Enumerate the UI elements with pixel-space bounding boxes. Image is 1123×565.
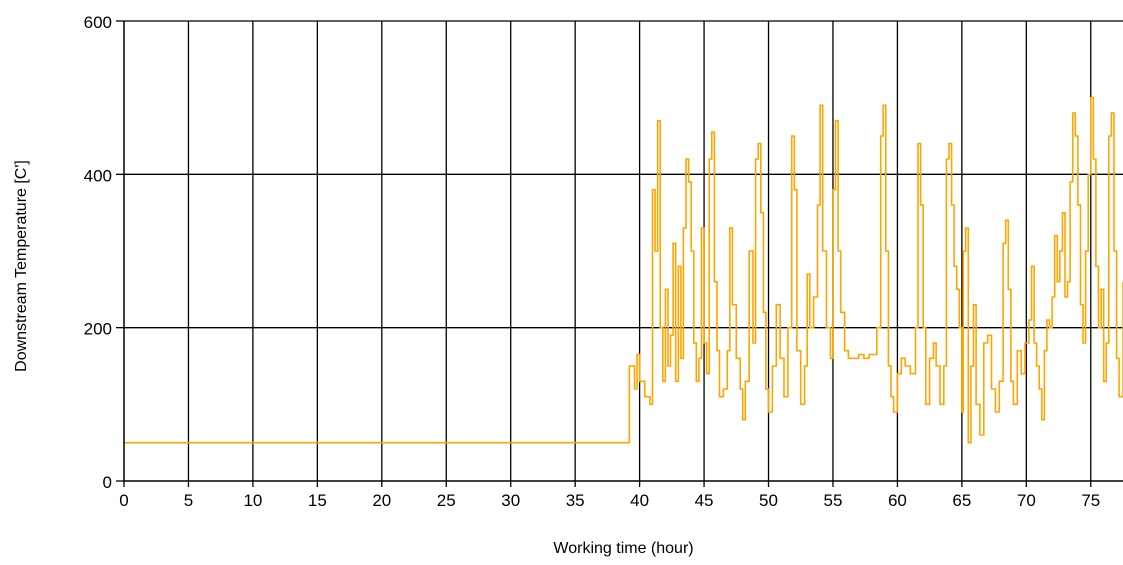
x-tick-label: 5 xyxy=(184,491,193,510)
grid-lines xyxy=(124,20,1123,481)
x-tick-label: 45 xyxy=(695,491,714,510)
plot-frame xyxy=(123,21,1123,482)
y-tick-label: 0 xyxy=(103,473,112,492)
x-tick-label: 40 xyxy=(630,491,649,510)
x-tick-label: 75 xyxy=(1081,491,1100,510)
x-tick-label: 20 xyxy=(372,491,391,510)
x-tick-label: 60 xyxy=(888,491,907,510)
y-tick-label: 200 xyxy=(84,320,112,339)
x-tick-label: 30 xyxy=(501,491,520,510)
x-tick-label: 50 xyxy=(759,491,778,510)
x-tick-label: 0 xyxy=(119,491,128,510)
y-tick-label: 600 xyxy=(84,13,112,32)
y-tick-label: 400 xyxy=(84,166,112,185)
x-axis-title: Working time (hour) xyxy=(553,540,693,557)
x-tick-label: 10 xyxy=(243,491,262,510)
series-line-0 xyxy=(124,96,1123,444)
x-tick-label: 70 xyxy=(1017,491,1036,510)
series-group xyxy=(124,96,1123,444)
x-tick-label: 55 xyxy=(824,491,843,510)
y-axis-ticks: 0 200 400 600 xyxy=(84,13,124,492)
x-tick-label: 15 xyxy=(308,491,327,510)
x-tick-label: 25 xyxy=(437,491,456,510)
x-tick-label: 65 xyxy=(952,491,971,510)
x-axis-ticks: 0 5 10 15 20 25 30 35 40 45 50 55 60 65 70 75 xyxy=(119,481,1100,510)
y-axis-title: Downstream Temperature [C'] xyxy=(13,160,30,372)
x-tick-label: 35 xyxy=(566,491,585,510)
